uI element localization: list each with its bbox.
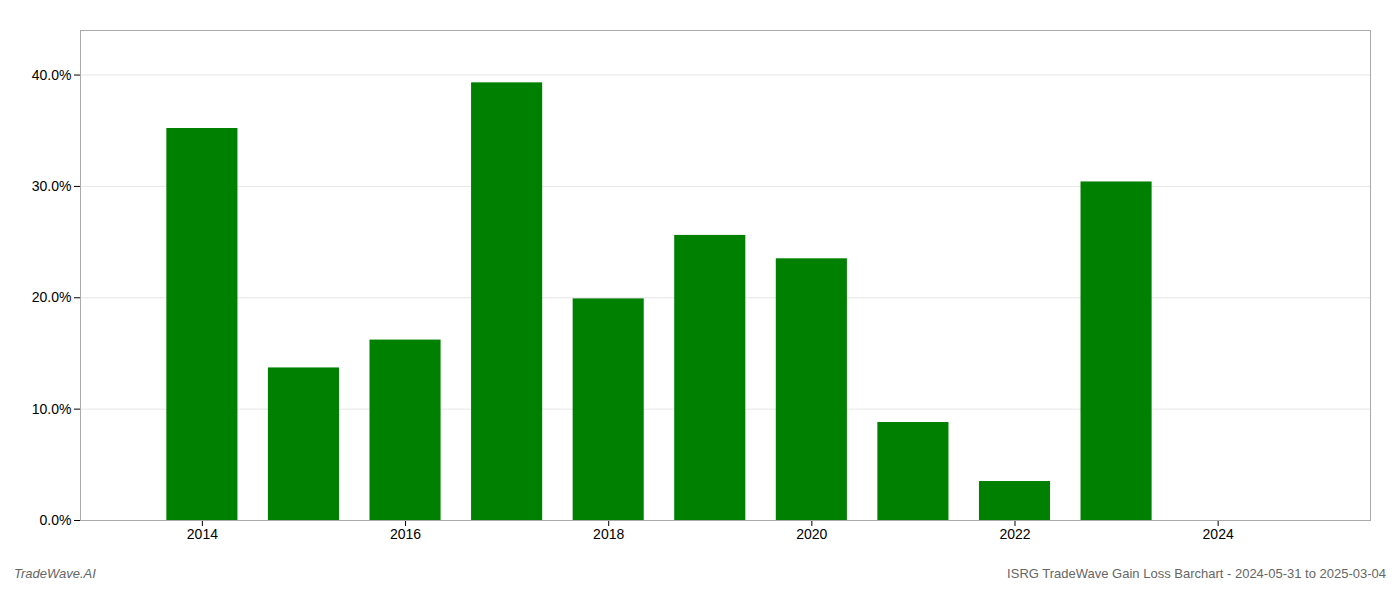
- svg-text:0.0%: 0.0%: [40, 512, 72, 528]
- html-text:TradeWave.AI: TradeWave.AI: [14, 566, 96, 581]
- svg-text:2018: 2018: [593, 526, 624, 542]
- html-text:ISRG TradeWave Gain Loss Barch: ISRG TradeWave Gain Loss Barchart - 2024…: [1007, 566, 1386, 581]
- svg-text:2020: 2020: [796, 526, 827, 542]
- svg-text:2016: 2016: [390, 526, 421, 542]
- svg-text:40.0%: 40.0%: [32, 67, 72, 83]
- svg-text:2022: 2022: [999, 526, 1030, 542]
- svg-text:2014: 2014: [187, 526, 218, 542]
- svg-text:2024: 2024: [1203, 526, 1234, 542]
- svg-text:20.0%: 20.0%: [32, 289, 72, 305]
- svg-text:10.0%: 10.0%: [32, 401, 72, 417]
- svg-text:30.0%: 30.0%: [32, 178, 72, 194]
